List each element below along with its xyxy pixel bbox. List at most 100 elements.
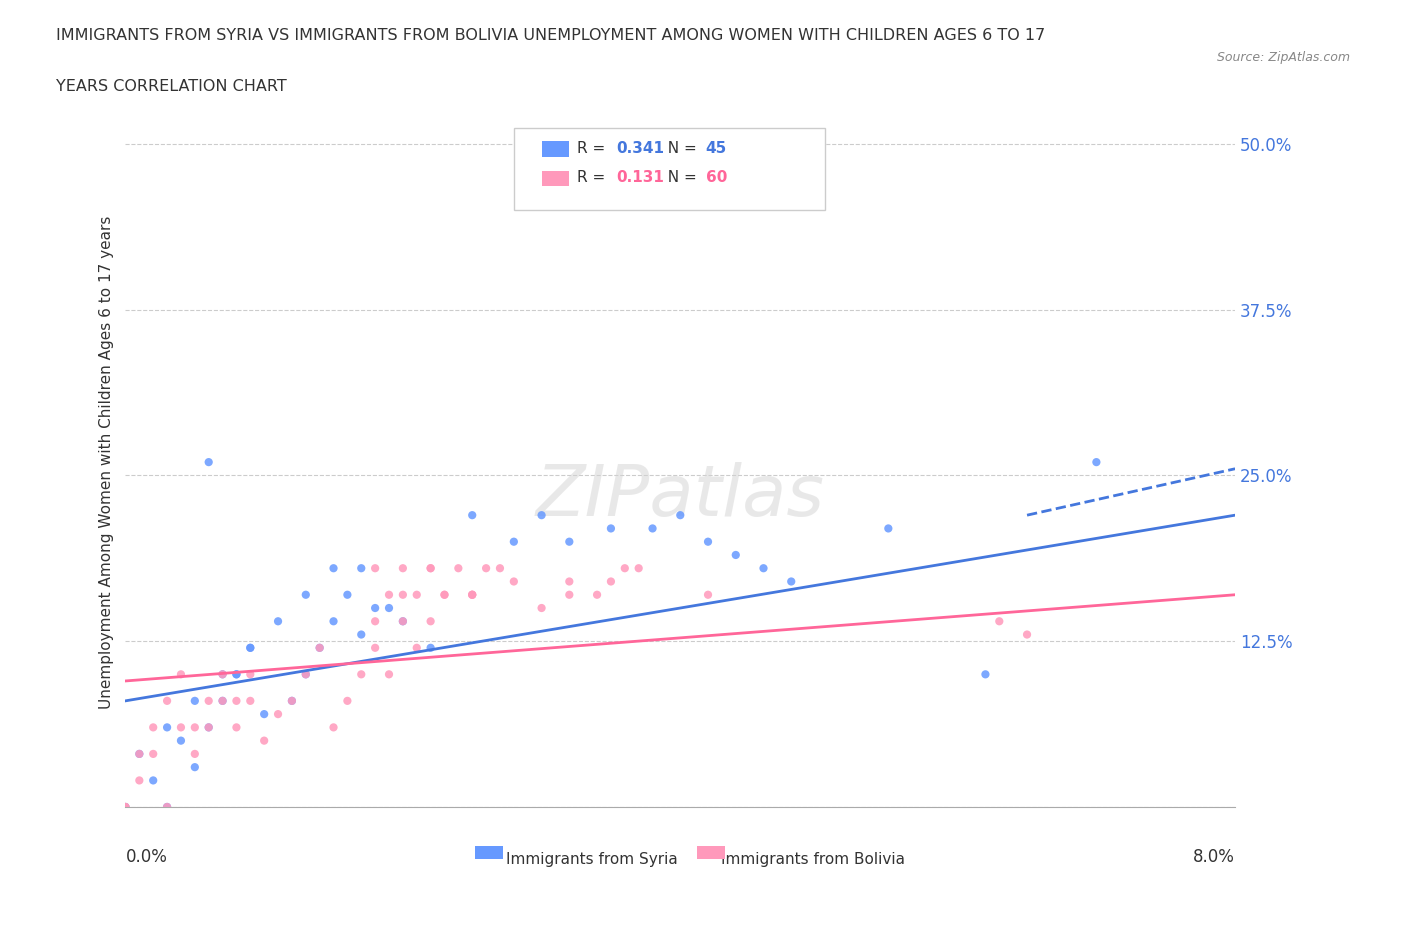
Point	[974, 667, 997, 682]
Point	[600, 521, 623, 536]
Text: N =: N =	[658, 170, 702, 185]
Point	[114, 800, 136, 815]
Point	[197, 720, 219, 735]
Point	[405, 641, 427, 656]
Point	[461, 588, 484, 603]
Text: 60: 60	[706, 170, 727, 185]
Point	[156, 694, 179, 709]
Point	[419, 561, 441, 576]
Point	[322, 720, 344, 735]
Point	[697, 588, 720, 603]
Point	[184, 747, 207, 762]
Text: IMMIGRANTS FROM SYRIA VS IMMIGRANTS FROM BOLIVIA UNEMPLOYMENT AMONG WOMEN WITH C: IMMIGRANTS FROM SYRIA VS IMMIGRANTS FROM…	[56, 28, 1046, 43]
Point	[1085, 455, 1108, 470]
Point	[114, 800, 136, 815]
FancyBboxPatch shape	[541, 171, 569, 186]
Point	[419, 641, 441, 656]
Point	[197, 720, 219, 735]
Point	[392, 614, 415, 629]
Text: R =: R =	[576, 140, 610, 156]
Text: 45: 45	[706, 140, 727, 156]
Point	[378, 601, 401, 616]
Point	[225, 667, 247, 682]
Point	[877, 521, 900, 536]
Point	[489, 561, 512, 576]
Point	[253, 707, 276, 722]
Point	[211, 667, 233, 682]
FancyBboxPatch shape	[697, 846, 724, 858]
Point	[697, 534, 720, 549]
Text: 8.0%: 8.0%	[1194, 848, 1234, 867]
Point	[350, 627, 373, 642]
Point	[142, 720, 165, 735]
Point	[267, 614, 290, 629]
Point	[780, 574, 803, 589]
Point	[308, 641, 330, 656]
Point	[197, 694, 219, 709]
Point	[253, 733, 276, 748]
Point	[392, 614, 415, 629]
FancyBboxPatch shape	[513, 127, 824, 210]
Y-axis label: Unemployment Among Women with Children Ages 6 to 17 years: Unemployment Among Women with Children A…	[100, 216, 114, 709]
FancyBboxPatch shape	[541, 141, 569, 156]
Point	[239, 641, 262, 656]
Point	[724, 548, 747, 563]
Point	[558, 588, 581, 603]
Text: ZIPatlas: ZIPatlas	[536, 462, 825, 531]
Point	[239, 641, 262, 656]
Point	[419, 561, 441, 576]
Point	[433, 588, 456, 603]
Point	[364, 614, 387, 629]
Point	[586, 588, 609, 603]
Point	[627, 561, 650, 576]
Point	[114, 800, 136, 815]
Point	[142, 747, 165, 762]
Point	[156, 800, 179, 815]
Point	[322, 614, 344, 629]
Text: Immigrants from Syria: Immigrants from Syria	[506, 852, 678, 867]
Point	[530, 508, 553, 523]
Point	[669, 508, 692, 523]
Point	[461, 588, 484, 603]
Point	[281, 694, 304, 709]
Point	[225, 667, 247, 682]
Point	[433, 588, 456, 603]
Point	[142, 773, 165, 788]
Point	[392, 588, 415, 603]
Point	[336, 694, 359, 709]
Point	[502, 534, 524, 549]
Text: N =: N =	[658, 140, 702, 156]
Point	[988, 614, 1011, 629]
Point	[558, 574, 581, 589]
Point	[225, 694, 247, 709]
Text: Immigrants from Bolivia: Immigrants from Bolivia	[721, 852, 905, 867]
Point	[530, 601, 553, 616]
Point	[447, 561, 470, 576]
Point	[156, 720, 179, 735]
Point	[184, 720, 207, 735]
Point	[156, 800, 179, 815]
Point	[308, 641, 330, 656]
Point	[211, 694, 233, 709]
Point	[641, 521, 664, 536]
Point	[1015, 627, 1038, 642]
Point	[392, 561, 415, 576]
Point	[461, 508, 484, 523]
Point	[378, 667, 401, 682]
Point	[184, 760, 207, 775]
Text: 0.131: 0.131	[616, 170, 664, 185]
Point	[267, 707, 290, 722]
Point	[294, 667, 316, 682]
Point	[419, 614, 441, 629]
Point	[225, 720, 247, 735]
Point	[600, 574, 623, 589]
Point	[364, 641, 387, 656]
Point	[502, 574, 524, 589]
Point	[461, 588, 484, 603]
Text: YEARS CORRELATION CHART: YEARS CORRELATION CHART	[56, 79, 287, 94]
Point	[128, 747, 150, 762]
Point	[364, 601, 387, 616]
Point	[239, 694, 262, 709]
Point	[294, 667, 316, 682]
Point	[211, 694, 233, 709]
